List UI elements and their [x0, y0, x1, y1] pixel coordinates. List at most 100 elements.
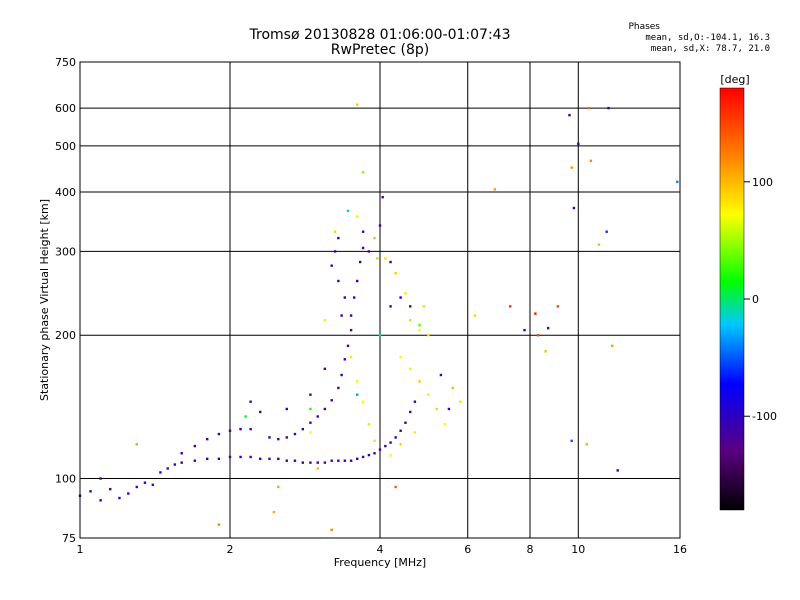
data-point — [404, 421, 407, 424]
y-tick-label: 750 — [55, 56, 76, 69]
data-point — [143, 481, 147, 484]
data-point — [109, 487, 112, 491]
data-point — [367, 453, 371, 457]
data-point — [323, 319, 327, 322]
data-point — [346, 344, 350, 348]
x-tick-labels: 1 2 4 6 8 10 16 — [77, 543, 688, 556]
data-point — [217, 432, 221, 436]
data-point — [361, 246, 365, 250]
y-tick-label: 300 — [55, 245, 76, 258]
colorbar-ticks: 100 0 -100 — [744, 176, 777, 423]
data-points — [78, 103, 679, 532]
data-point — [352, 296, 356, 299]
colorbar — [720, 88, 744, 510]
data-point — [285, 459, 288, 462]
data-point — [135, 443, 138, 446]
data-point — [585, 443, 588, 446]
colorbar-label: [deg] — [720, 73, 749, 86]
data-point — [217, 457, 221, 461]
data-point — [316, 467, 319, 470]
data-point — [447, 407, 451, 411]
data-point — [361, 400, 365, 403]
data-point — [611, 344, 614, 348]
data-point — [330, 399, 333, 402]
data-point — [239, 427, 242, 431]
data-point — [355, 279, 359, 283]
data-point — [413, 431, 417, 434]
data-point — [309, 431, 312, 434]
data-point — [534, 312, 537, 315]
data-point — [301, 461, 305, 464]
x-tick-label: 2 — [227, 543, 234, 556]
data-point — [343, 358, 347, 361]
x-tick-label: 16 — [673, 543, 687, 556]
data-point — [443, 423, 447, 426]
data-point — [135, 485, 138, 489]
data-point — [355, 215, 359, 218]
data-point — [268, 436, 271, 439]
data-point — [399, 429, 402, 432]
y-tick-label: 75 — [62, 532, 76, 545]
data-point — [323, 367, 327, 371]
data-point — [337, 236, 340, 240]
data-point — [277, 457, 280, 461]
data-point — [343, 459, 347, 462]
data-point — [544, 350, 547, 353]
data-point — [378, 334, 382, 337]
data-point — [301, 427, 305, 431]
data-point — [293, 432, 297, 436]
data-point — [676, 180, 679, 184]
data-point — [361, 455, 365, 459]
data-point — [422, 305, 426, 308]
stats-o-mode: mean, sd,O:-104.1, 16.3 — [645, 33, 770, 43]
data-point — [361, 171, 365, 174]
data-point — [309, 461, 312, 464]
data-point — [587, 106, 591, 110]
data-point — [193, 444, 197, 448]
data-point — [244, 415, 247, 418]
data-point — [323, 461, 327, 464]
data-point — [340, 314, 343, 317]
data-point — [180, 452, 183, 455]
data-point — [277, 437, 280, 441]
data-point — [340, 373, 343, 377]
data-point — [343, 296, 347, 299]
data-point — [285, 407, 288, 411]
data-point — [399, 296, 402, 299]
data-point — [309, 393, 312, 396]
data-point — [394, 272, 397, 275]
data-point — [259, 410, 262, 414]
data-point — [166, 467, 169, 470]
data-point — [330, 528, 333, 532]
data-point — [193, 459, 197, 462]
data-point — [373, 236, 376, 240]
data-point — [277, 485, 280, 489]
data-point — [349, 355, 353, 359]
grid-lines — [80, 62, 680, 538]
data-point — [316, 461, 319, 464]
data-point — [355, 393, 359, 396]
data-point — [439, 373, 443, 377]
y-tick-label: 400 — [55, 186, 76, 199]
data-point — [205, 457, 209, 461]
plot-frame — [79, 61, 681, 539]
y-tick-labels: 750 600 500 400 300 200 100 75 — [55, 56, 76, 545]
data-point — [89, 490, 92, 493]
data-point — [173, 463, 177, 466]
data-point — [249, 455, 252, 459]
data-point — [349, 314, 353, 317]
x-tick-label: 1 — [77, 543, 84, 556]
data-point — [228, 455, 232, 459]
data-point — [605, 230, 608, 233]
data-point — [228, 429, 232, 432]
data-point — [376, 257, 379, 260]
data-point — [473, 314, 477, 317]
x-axis-label: Frequency [MHz] — [334, 556, 426, 569]
data-point — [427, 393, 430, 396]
data-point — [409, 305, 412, 308]
y-tick-label: 600 — [55, 102, 76, 115]
data-point — [384, 257, 387, 260]
data-point — [413, 400, 417, 403]
data-point — [389, 260, 392, 264]
